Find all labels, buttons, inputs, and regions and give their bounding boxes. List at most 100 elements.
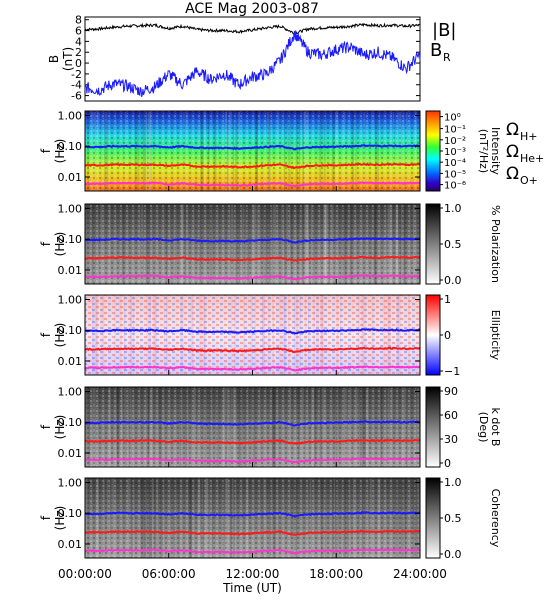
y-axis-label: (Hz) [53,415,67,440]
spectrogram-streak [130,478,133,558]
spectrogram-streak [121,204,125,284]
spectrogram-streak [370,295,374,375]
cyclotron-frequency-line [84,365,421,372]
spectrogram-streak [344,204,347,284]
spectrogram-streak [105,111,107,191]
spectrogram-streak [361,295,364,375]
colorbar-tick-label: 1 [444,293,451,306]
y-tick-label: 1.00 [58,202,83,215]
spectrogram-streak [235,204,238,284]
spectrogram-streak [190,295,194,375]
colorbar-tick-label: 10⁻² [444,136,466,147]
colorbar-title: k dot B [489,408,502,447]
x-tick-label: 00:00:00 [58,567,112,581]
spectrogram-streak [271,387,274,467]
spectrogram-streak [415,478,419,558]
y-tick-label: 6 [75,25,82,38]
spectrogram-streak [257,204,259,284]
spectrogram-streak [349,387,352,467]
spectrogram-streak [357,295,360,375]
spectrogram-streak [396,295,399,375]
spectrogram-streak [147,111,151,191]
spectrogram-streak [185,111,187,191]
spectrogram-streak [148,204,151,284]
spectrogram-streak [272,387,275,467]
spectrogram-streak [321,387,324,467]
spectrogram-streak [363,387,366,467]
spectrogram-streak [231,204,234,284]
spectrogram-streak [398,111,402,191]
spectrogram-streak [116,387,120,467]
spectrogram-streak [309,478,312,558]
y-tick-label: 2 [75,46,82,59]
colorbar-title: Coherency [489,489,502,548]
y-tick-label: 0.10 [58,324,83,337]
spectrogram-streak [400,204,403,284]
spectrogram-streak [160,478,164,558]
spectrogram-streak [387,204,390,284]
spectrogram-streak [88,387,91,467]
spectrogram-streak [408,295,410,375]
legend-omega-o: Ω [506,164,519,184]
spectrogram-streak [382,295,386,375]
spectrogram-streak [377,111,380,191]
spectrogram-streak [124,387,127,467]
spectrogram-streak [267,295,270,375]
spectrogram-streak [201,111,204,191]
cyclotron-frequency-line [85,328,421,335]
spectrogram-streak [202,295,205,375]
spectrogram-streak [149,478,152,558]
spectrogram-streak [143,478,146,558]
spectrogram-streak [233,111,235,191]
cyclotron-frequency-line [84,237,421,244]
spectrogram-streak [229,478,233,558]
x-axis-label: Time (UT) [222,581,282,595]
colorbar-tick-label: 10⁰ [444,113,461,124]
spectrogram-streak [307,111,309,191]
y-tick-label: 0.01 [58,171,83,184]
spectrogram-streak [130,295,132,375]
spectrogram-streak [137,111,140,191]
spectrogram-streak [250,295,253,375]
y-tick-label: 0.01 [58,355,83,368]
spectrogram-streak [298,295,302,375]
cyclotron-frequency-line [84,255,421,263]
spectrogram-streak [134,111,137,191]
spectrogram-streak [146,387,148,467]
spectrogram-streak [343,478,346,558]
colorbar-unit: (Deg) [477,412,490,443]
spectrogram-streak [307,295,310,375]
colorbar-tick-label: 10⁻⁶ [444,181,466,192]
spectrogram-streak [272,295,275,375]
x-tick-label: 06:00:00 [142,567,196,581]
colorbar-title: % Polarization [489,205,502,283]
x-tick-label: 12:00:00 [226,567,280,581]
spectrogram-streak [174,204,176,284]
spectrogram-streak [297,204,299,284]
spectrogram-streak [397,295,401,375]
spectrogram-streak [390,204,392,284]
spectrogram-streak [395,478,399,558]
spectrogram-streak [284,204,288,284]
spectrogram-streak [92,387,96,467]
spectrogram-streak [299,111,301,191]
spectrogram-streak [278,295,282,375]
spectrogram-streak [210,204,213,284]
spectrogram-streak [363,295,366,375]
y-tick-label: 0.10 [58,233,83,246]
legend-omega-h-subscript: H+ [520,130,538,143]
spectrogram-streak [256,111,258,191]
spectrogram-streak [310,204,313,284]
spectrogram-texture [85,111,420,191]
y-axis-label: f [39,148,53,153]
spectrogram-streak [322,295,324,375]
spectrogram-streak [206,478,209,558]
spectrogram-streak [325,204,328,284]
spectrogram-streak [282,295,285,375]
spectrogram-streak [323,387,325,467]
spectrogram-streak [318,111,322,191]
colorbar-tick-label: 0 [444,457,451,470]
spectrogram-streak [108,387,111,467]
spectrogram-streak [273,478,276,558]
spectrogram-streak [326,204,329,284]
